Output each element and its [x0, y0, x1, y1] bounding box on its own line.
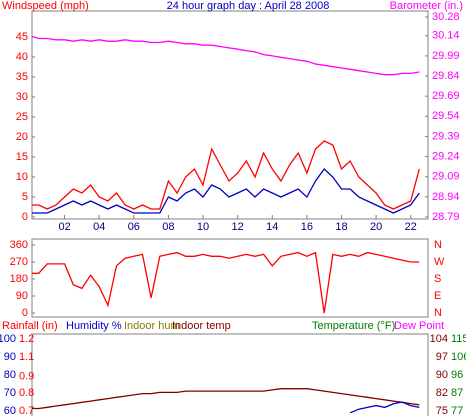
y2-tick-label: 29.09: [432, 171, 460, 183]
y-tick-label: 90: [16, 290, 28, 302]
y2-tick-label: W: [434, 256, 445, 268]
legend-label: Temperature (°F): [312, 320, 395, 332]
y2-tick-label: N: [434, 307, 442, 319]
chart-title: 24 hour graph day : April 28 2008: [167, 0, 330, 12]
data-line: [32, 168, 420, 214]
y-tick-label: 0: [22, 211, 28, 223]
y-axis-label: Windspeed (mph): [2, 0, 89, 12]
x-tick-label: 04: [93, 221, 105, 233]
y-tick-label: 25: [16, 111, 28, 123]
axis-tick-label: 82: [436, 387, 448, 399]
axis-tick-label: 115: [451, 333, 466, 345]
y2-tick-label: S: [434, 273, 441, 285]
axis-tick-label: 100: [0, 333, 16, 345]
axis-tick-label: 90: [436, 369, 448, 381]
legend-label: Dew Point: [394, 320, 444, 332]
y2-tick-label: 29.69: [432, 90, 460, 102]
legend-label: Indoor temp: [172, 320, 231, 332]
direction-panel: [31, 238, 429, 318]
y-tick-label: 30: [16, 91, 28, 103]
x-tick-label: 16: [301, 221, 313, 233]
axis-tick-label: 75: [436, 405, 448, 416]
axis-tick-label: 77: [451, 405, 463, 416]
axis-tick-label: 0.7: [19, 405, 34, 416]
data-line: [349, 401, 420, 414]
x-tick-label: 12: [232, 221, 244, 233]
y-tick-label: 180: [10, 273, 28, 285]
x-tick-label: 22: [405, 221, 417, 233]
legend-label: Rainfall (in): [2, 320, 58, 332]
y2-tick-label: 29.84: [432, 70, 460, 82]
y-tick-label: 40: [16, 51, 28, 63]
wind-panel: [31, 10, 429, 220]
axis-tick-label: 1.1: [19, 351, 34, 363]
x-tick-label: 20: [370, 221, 382, 233]
axis-tick-label: 60: [4, 405, 16, 416]
axis-tick-label: 87: [451, 387, 463, 399]
data-line: [32, 388, 420, 410]
y-tick-label: 15: [16, 151, 28, 163]
y-tick-label: 5: [22, 191, 28, 203]
y2-tick-label: 30.14: [432, 30, 460, 42]
axis-tick-label: 0.8: [19, 387, 34, 399]
axis-tick-label: 80: [4, 369, 16, 381]
data-line: [32, 251, 420, 314]
axis-tick-label: 90: [4, 351, 16, 363]
y2-tick-label: 29.99: [432, 50, 460, 62]
axis-tick-label: 96: [451, 369, 463, 381]
y-tick-label: 35: [16, 71, 28, 83]
y-tick-label: 270: [10, 256, 28, 268]
legend-label: Indoor hum: [124, 320, 180, 332]
data-line: [32, 140, 420, 210]
y2-tick-label: 29.54: [432, 110, 460, 122]
x-tick-label: 18: [335, 221, 347, 233]
x-tick-label: 10: [197, 221, 209, 233]
x-tick-label: 02: [58, 221, 70, 233]
y2-tick-label: 29.24: [432, 151, 460, 163]
y-tick-label: 10: [16, 171, 28, 183]
y2-tick-label: 29.39: [432, 130, 460, 142]
axis-tick-label: 1.2: [19, 333, 34, 345]
axis-tick-label: 97: [436, 351, 448, 363]
temperature-panel: [31, 333, 429, 416]
axis-tick-label: 70: [4, 387, 16, 399]
x-tick-label: 14: [266, 221, 278, 233]
y-tick-label: 360: [10, 239, 28, 251]
data-line: [32, 35, 420, 76]
y2-tick-label: 28.94: [432, 191, 460, 203]
y2-tick-label: E: [434, 290, 441, 302]
y2-tick-label: 28.79: [432, 211, 460, 223]
y2-tick-label: N: [434, 239, 442, 251]
legend-label: Humidity %: [66, 320, 122, 332]
x-tick-label: 08: [162, 221, 174, 233]
axis-tick-label: 106: [451, 351, 466, 363]
x-tick-label: 06: [128, 221, 140, 233]
y2-tick-label: 30.28: [432, 11, 460, 23]
y2-axis-label: Barometer (in.): [390, 0, 463, 12]
axis-tick-label: 0.9: [19, 370, 34, 382]
axis-tick-label: 104: [430, 333, 448, 345]
y-tick-label: 20: [16, 131, 28, 143]
y-tick-label: 0: [22, 307, 28, 319]
y-tick-label: 45: [16, 31, 28, 43]
